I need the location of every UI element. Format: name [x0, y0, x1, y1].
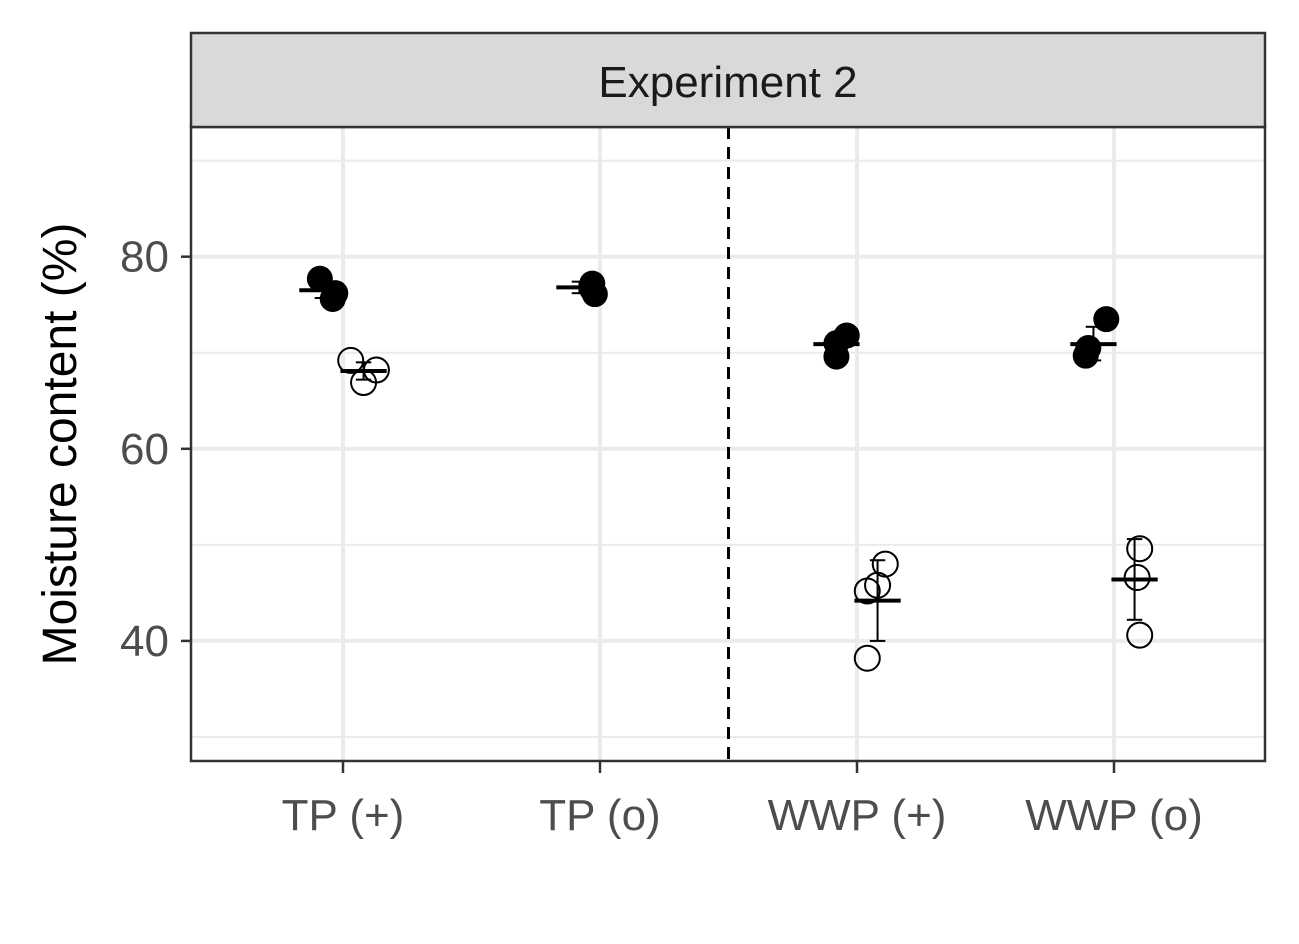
x-tick-label: TP (+)	[282, 791, 405, 840]
facet-title: Experiment 2	[598, 58, 857, 107]
open-point	[337, 346, 365, 374]
data-points	[306, 265, 1154, 672]
x-tick-label: WWP (o)	[1025, 791, 1203, 840]
y-tick-label: 40	[120, 617, 169, 666]
open-point	[1123, 564, 1151, 592]
open-point	[362, 356, 390, 384]
y-axis: 40 60 80	[120, 233, 191, 666]
filled-point	[833, 322, 860, 349]
y-tick-label: 80	[120, 233, 169, 282]
x-axis: TP (+) TP (o) WWP (+) WWP (o)	[282, 761, 1203, 840]
filled-point	[823, 343, 850, 370]
x-tick-label: WWP (+)	[768, 791, 947, 840]
filled-point	[1075, 334, 1102, 361]
filled-point	[1093, 306, 1120, 333]
filled-point	[579, 276, 606, 303]
x-tick-label: TP (o)	[539, 791, 660, 840]
open-point	[853, 644, 881, 672]
y-tick-label: 60	[120, 425, 169, 474]
y-axis-title: Moisture content (%)	[34, 223, 87, 666]
open-point	[871, 550, 899, 578]
panel-border	[189, 125, 1267, 763]
facet-strip	[189, 31, 1267, 129]
filled-point	[322, 280, 349, 307]
open-point	[1126, 621, 1154, 649]
gridlines	[191, 127, 1265, 761]
open-point	[1126, 535, 1154, 563]
